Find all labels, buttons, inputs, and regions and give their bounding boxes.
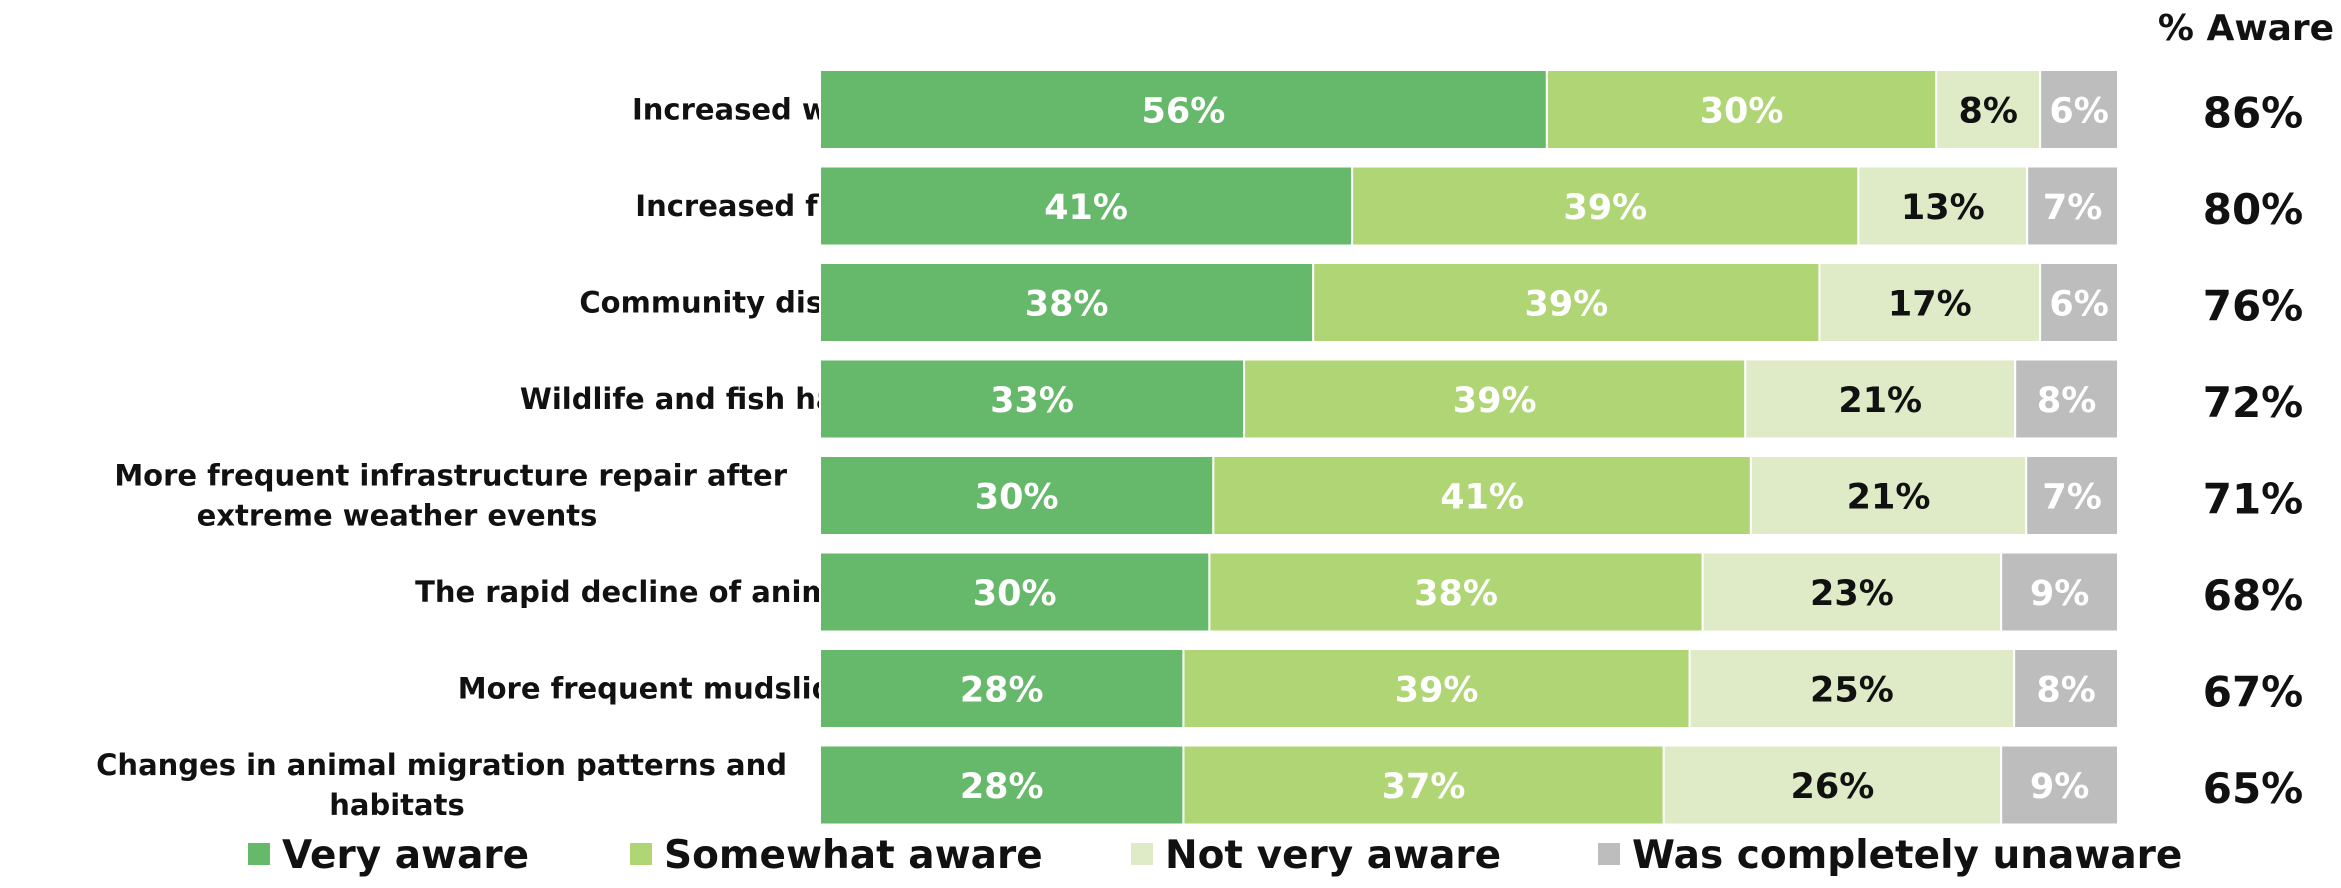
data-label: 8%: [1958, 92, 2017, 132]
data-label: 30%: [975, 478, 1059, 518]
data-label: 41%: [1440, 478, 1524, 518]
data-label: 21%: [1838, 381, 1922, 421]
category-label: Changes in animal migration patterns and…: [96, 748, 787, 822]
category-label: More frequent infrastructure repair afte…: [114, 459, 787, 533]
data-label: 21%: [1847, 478, 1931, 518]
data-label: 39%: [1563, 188, 1647, 228]
data-label: 8%: [2037, 381, 2096, 421]
legend-swatch: [1131, 843, 1153, 865]
data-label: 9%: [2030, 574, 2089, 614]
legend-label: Somewhat aware: [664, 833, 1043, 878]
aware-header: % Aware: [2158, 8, 2334, 49]
data-label: 7%: [2043, 188, 2102, 228]
data-label: 56%: [1142, 92, 1226, 132]
data-label: 38%: [1414, 574, 1498, 614]
data-label: 33%: [990, 381, 1074, 421]
aware-total: 86%: [2203, 89, 2304, 138]
data-label: 17%: [1888, 285, 1972, 325]
data-label: 7%: [2042, 478, 2101, 518]
data-label: 39%: [1395, 671, 1479, 711]
legend-label: Was completely unaware: [1632, 833, 2182, 878]
aware-total: 68%: [2203, 571, 2304, 620]
data-label: 30%: [1700, 92, 1784, 132]
data-label: 6%: [2049, 285, 2108, 325]
legend-swatch: [1598, 843, 1620, 865]
aware-total: 76%: [2203, 282, 2304, 331]
aware-total: 80%: [2203, 185, 2304, 234]
data-label: 9%: [2030, 767, 2089, 807]
legend-item: Not very aware: [1131, 833, 1501, 878]
data-label: 39%: [1524, 285, 1608, 325]
data-label: 26%: [1791, 767, 1875, 807]
data-label: 8%: [2036, 671, 2095, 711]
aware-total: 67%: [2203, 668, 2304, 717]
data-label: 38%: [1025, 285, 1109, 325]
data-label: 41%: [1044, 188, 1128, 228]
legend-swatch: [248, 843, 270, 865]
legend-label: Very aware: [282, 833, 529, 878]
data-label: 13%: [1901, 188, 1985, 228]
legend-item: Very aware: [248, 833, 529, 878]
data-label: 25%: [1810, 671, 1894, 711]
data-label: 28%: [960, 767, 1044, 807]
legend-item: Somewhat aware: [630, 833, 1043, 878]
data-label: 37%: [1382, 767, 1466, 807]
data-label: 28%: [960, 671, 1044, 711]
legend-item: Was completely unaware: [1598, 833, 2182, 878]
data-label: 6%: [2049, 92, 2108, 132]
data-label: 39%: [1453, 381, 1537, 421]
legend-swatch: [630, 843, 652, 865]
legend-label: Not very aware: [1165, 833, 1501, 878]
aware-total: 71%: [2203, 475, 2304, 524]
aware-total: 65%: [2203, 764, 2304, 813]
aware-total: 72%: [2203, 378, 2304, 427]
data-label: 30%: [973, 574, 1057, 614]
data-label: 23%: [1810, 574, 1894, 614]
